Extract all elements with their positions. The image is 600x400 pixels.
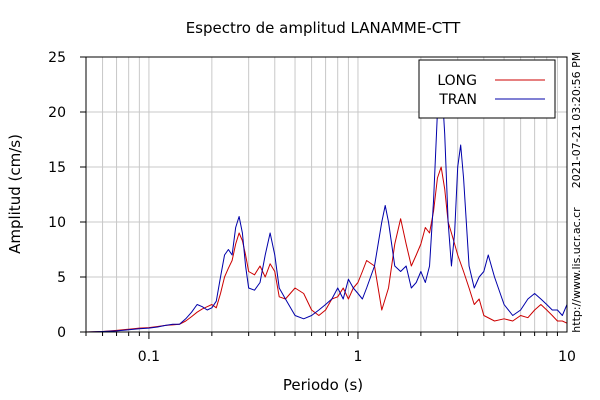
- x-tick-label: 0.1: [138, 349, 160, 365]
- y-tick-label: 15: [48, 160, 66, 176]
- y-tick-label: 10: [48, 215, 66, 231]
- y-tick-label: 25: [48, 50, 66, 66]
- x-tick-label: 10: [558, 349, 576, 365]
- y-tick-label: 5: [57, 270, 66, 286]
- axis-ticks: 0.1 1 10 0 5 10 15 20 25: [48, 50, 576, 365]
- legend-box: [418, 59, 556, 119]
- legend-label-tran: TRAN: [438, 92, 477, 108]
- legend: LONG TRAN: [418, 59, 556, 119]
- x-axis-label: Periodo (s): [283, 376, 363, 394]
- y-tick-label: 20: [48, 105, 66, 121]
- series-line-tran: [85, 73, 568, 333]
- x-tick-label: 1: [354, 349, 363, 365]
- series-line-long: [85, 166, 568, 333]
- timestamp-label: 2021-07-21 03:20:56 PM: [570, 52, 583, 188]
- source-url-label: http://www.lis.ucr.ac.cr: [570, 207, 583, 333]
- series-lines: [85, 73, 568, 333]
- plot-frame: [85, 56, 568, 333]
- y-tick-label: 0: [57, 325, 66, 341]
- chart-title: Espectro de amplitud LANAMME-CTT: [186, 19, 461, 37]
- y-axis-label: Amplitud (cm/s): [6, 134, 24, 254]
- legend-label-long: LONG: [437, 73, 477, 89]
